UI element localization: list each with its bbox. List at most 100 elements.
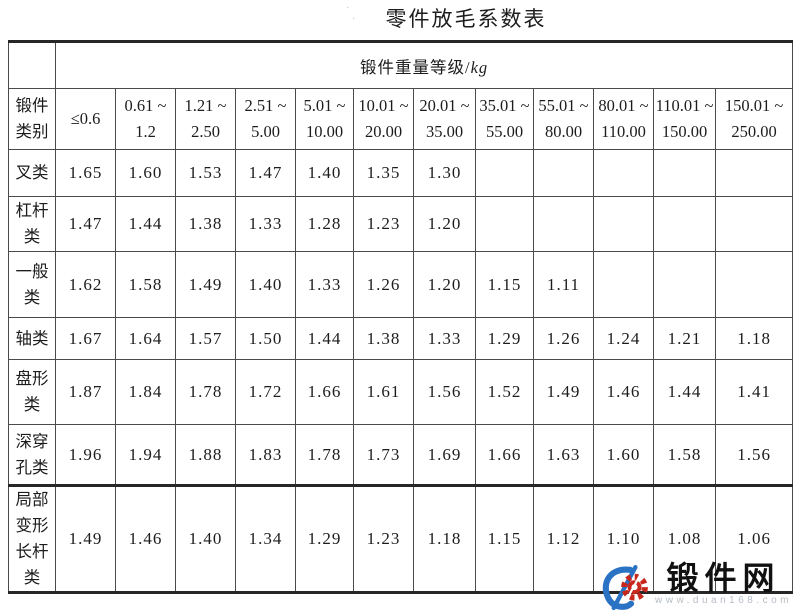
category-cell: 深穿 孔类	[8, 424, 56, 486]
weight-class-header: ≤0.6	[55, 88, 116, 150]
value-cell: 1.41	[714, 359, 794, 425]
value-cell: 1.15	[475, 484, 534, 593]
value-cell: 1.21	[653, 317, 716, 360]
value-cell: 1.08	[653, 484, 716, 593]
value-cell: 1.34	[235, 484, 296, 593]
table-row: 盘形类 1.87 1.84 1.78 1.72 1.66 1.61 1.56 1.52 1.49 1…	[8, 359, 794, 425]
category-cell: 轴类	[8, 317, 56, 360]
value-cell: 1.84	[115, 359, 176, 425]
value-cell: 1.67	[55, 317, 116, 360]
value-cell: 1.96	[55, 424, 116, 486]
value-cell: 1.44	[115, 196, 176, 252]
value-cell: 1.40	[295, 149, 354, 197]
cell-line: 35.00	[425, 122, 464, 141]
cell-line: 20.01 ~	[419, 96, 470, 115]
value-cell: 1.49	[175, 251, 236, 318]
weight-class-header: 35.01 ~ 55.00	[475, 88, 534, 150]
cell-line: 55.00	[485, 122, 524, 141]
value-cell: 1.60	[593, 424, 654, 486]
cell-line: 2.50	[191, 122, 220, 141]
value-cell	[533, 149, 594, 197]
value-cell: 1.15	[475, 251, 534, 318]
cell-line: 1.2	[135, 122, 156, 141]
cell-line: 孔类	[15, 457, 49, 477]
cell-line: 35.01 ~	[479, 96, 530, 115]
weight-unit-label: kg	[470, 57, 489, 77]
value-cell	[533, 196, 594, 252]
value-cell: 1.24	[593, 317, 654, 360]
category-cell: 局部 变形 长杆类	[8, 484, 56, 593]
cell-line: 轴类	[15, 328, 49, 348]
table-header-row-classes: 锻件 类别 ≤0.6 0.61 ~ 1.2 1.21 ~ 2.50 2.51 ~ 5.00 5.…	[8, 88, 794, 150]
cell-line: 10.00	[305, 122, 344, 141]
value-cell: 1.64	[115, 317, 176, 360]
value-cell: 1.44	[295, 317, 354, 360]
table-row: 杠杆类 1.47 1.44 1.38 1.33 1.28 1.23 1.20	[8, 196, 794, 252]
value-cell: 1.60	[115, 149, 176, 197]
value-cell: 1.65	[55, 149, 116, 197]
value-cell	[653, 196, 716, 252]
value-cell: 1.29	[475, 317, 534, 360]
value-cell: 1.78	[295, 424, 354, 486]
value-cell: 1.56	[413, 359, 476, 425]
value-cell: 1.49	[55, 484, 116, 593]
value-cell: 1.66	[295, 359, 354, 425]
value-cell: 1.62	[55, 251, 116, 318]
cell-line: 类	[23, 568, 41, 587]
value-cell: 1.26	[533, 317, 594, 360]
value-cell: 1.61	[353, 359, 414, 425]
weight-class-header: 0.61 ~ 1.2	[115, 88, 176, 150]
watermark-site-url: www.duan168.com	[655, 595, 792, 606]
table-row: 一般类 1.62 1.58 1.49 1.40 1.33 1.26 1.20 1.15 1.11	[8, 251, 794, 318]
value-cell: 1.44	[653, 359, 716, 425]
value-cell	[593, 251, 654, 318]
value-cell: 1.47	[55, 196, 116, 252]
value-cell	[593, 149, 654, 197]
cell-line: 150.00	[661, 122, 708, 141]
value-cell: 1.56	[714, 424, 794, 486]
cell-line: 类	[23, 287, 41, 307]
value-cell: 1.20	[413, 196, 476, 252]
weight-class-header: 20.01 ~ 35.00	[413, 88, 476, 150]
cell-line: 150.01 ~	[724, 96, 784, 115]
cell-line: ≤0.6	[70, 109, 101, 128]
value-cell: 1.35	[353, 149, 414, 197]
value-cell: 1.58	[653, 424, 716, 486]
value-cell: 1.88	[175, 424, 236, 486]
value-cell: 1.66	[475, 424, 534, 486]
value-cell: 1.58	[115, 251, 176, 318]
value-cell: 1.47	[235, 149, 296, 197]
value-cell: 1.28	[295, 196, 354, 252]
cell-line: 110.00	[601, 122, 646, 141]
cell-line: 20.00	[364, 122, 403, 141]
cell-line: 变形	[15, 516, 49, 535]
weight-class-header: 10.01 ~ 20.00	[353, 88, 414, 150]
table-row: 叉类 1.65 1.60 1.53 1.47 1.40 1.35 1.30	[8, 149, 794, 197]
value-cell: 1.33	[413, 317, 476, 360]
cell-line: 类	[23, 227, 41, 246]
weight-header-cell: 锻件重量等级/kg	[54, 41, 794, 89]
value-cell	[475, 196, 534, 252]
value-cell: 1.49	[533, 359, 594, 425]
cell-line: 长杆	[15, 542, 49, 561]
value-cell: 1.50	[235, 317, 296, 360]
category-cell: 盘形类	[8, 359, 56, 425]
weight-class-header: 1.21 ~ 2.50	[175, 88, 236, 150]
value-cell: 1.52	[475, 359, 534, 425]
cell-line: 80.00	[544, 122, 583, 141]
cell-line: 55.01 ~	[538, 96, 589, 115]
value-cell: 1.69	[413, 424, 476, 486]
value-cell	[475, 149, 534, 197]
cell-line: 0.61 ~	[124, 96, 167, 115]
cell-line: 250.00	[731, 122, 777, 141]
value-cell: 1.30	[413, 149, 476, 197]
value-cell: 1.38	[175, 196, 236, 252]
value-cell: 1.94	[115, 424, 176, 486]
value-cell: 1.53	[175, 149, 236, 197]
category-cell: 杠杆类	[8, 196, 56, 252]
value-cell: 1.11	[533, 251, 594, 318]
value-cell	[714, 149, 794, 197]
cell-line: 杠杆	[15, 201, 49, 220]
value-cell: 1.20	[413, 251, 476, 318]
value-cell: 1.33	[295, 251, 354, 318]
